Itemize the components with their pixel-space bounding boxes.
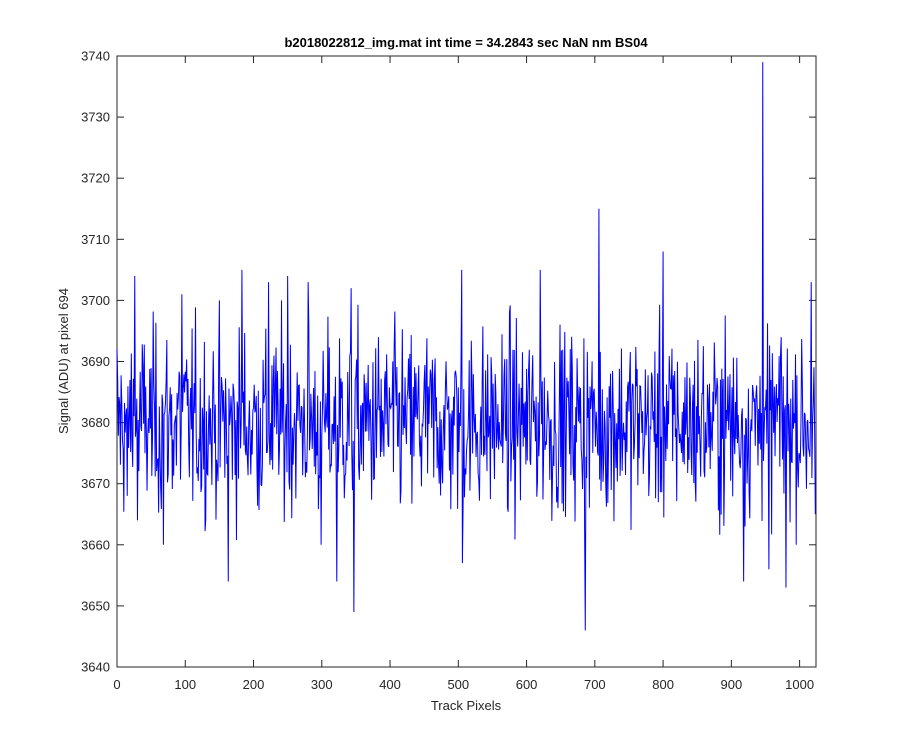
- x-tick-label: 700: [584, 677, 606, 692]
- y-tick-label: 3640: [81, 660, 110, 675]
- x-tick-label: 800: [652, 677, 674, 692]
- y-axis-label: Signal (ADU) at pixel 694: [56, 288, 71, 434]
- x-tick-label: 100: [174, 677, 196, 692]
- plot-frame: [116, 55, 817, 668]
- x-tick-label: 500: [447, 677, 469, 692]
- y-tick-label: 3670: [81, 476, 110, 491]
- x-tick-label: 900: [721, 677, 743, 692]
- chart-title: b2018022812_img.mat int time = 34.2843 s…: [284, 35, 648, 50]
- series-line: [116, 62, 816, 631]
- y-tick-label: 3740: [81, 49, 110, 64]
- y-tick-label: 3710: [81, 232, 110, 247]
- y-tick-label: 3720: [81, 171, 110, 186]
- x-tick-label: 400: [379, 677, 401, 692]
- x-tick-label: 0: [113, 677, 120, 692]
- y-tick-label: 3650: [81, 598, 110, 613]
- y-tick-label: 3700: [81, 293, 110, 308]
- x-axis-label: Track Pixels: [431, 698, 502, 713]
- y-tick-label: 3680: [81, 415, 110, 430]
- x-tick-label: 300: [311, 677, 333, 692]
- ticks-layer: 0 100 200 300 400 500 600 700 800 900 1000 3640 3650…: [81, 49, 816, 692]
- y-tick-label: 3690: [81, 354, 110, 369]
- y-tick-label: 3660: [81, 537, 110, 552]
- x-tick-label: 200: [243, 677, 265, 692]
- x-tick-label: 1000: [785, 677, 814, 692]
- x-tick-label: 600: [516, 677, 538, 692]
- y-tick-label: 3730: [81, 110, 110, 125]
